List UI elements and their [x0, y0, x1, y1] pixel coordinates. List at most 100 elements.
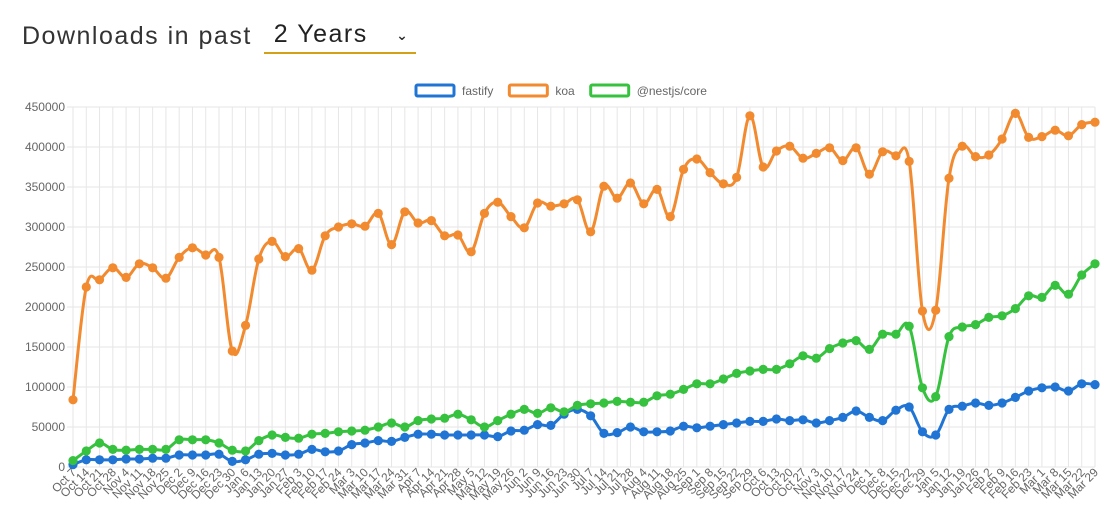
data-point-nestjs-core[interactable] [944, 332, 954, 342]
data-point-koa[interactable] [612, 193, 622, 203]
data-point-fastify[interactable] [917, 427, 928, 437]
data-point-koa[interactable] [678, 164, 689, 174]
data-point-nestjs-core[interactable] [307, 429, 317, 439]
data-point-fastify[interactable] [148, 453, 158, 463]
data-point-nestjs-core[interactable] [267, 430, 277, 440]
data-point-fastify[interactable] [493, 432, 503, 442]
data-point-fastify[interactable] [227, 456, 237, 466]
data-point-nestjs-core[interactable] [360, 425, 370, 435]
data-point-nestjs-core[interactable] [878, 329, 888, 339]
data-point-koa[interactable] [599, 181, 609, 191]
data-point-fastify[interactable] [426, 429, 436, 439]
data-point-nestjs-core[interactable] [453, 409, 463, 419]
data-point-nestjs-core[interactable] [532, 408, 543, 418]
data-point-nestjs-core[interactable] [957, 322, 967, 332]
data-point-nestjs-core[interactable] [891, 329, 901, 339]
data-point-fastify[interactable] [970, 398, 981, 408]
data-point-nestjs-core[interactable] [811, 353, 821, 363]
data-point-fastify[interactable] [639, 427, 649, 437]
data-point-koa[interactable] [68, 395, 78, 405]
data-point-fastify[interactable] [294, 449, 304, 459]
data-point-nestjs-core[interactable] [1010, 304, 1020, 314]
data-point-fastify[interactable] [771, 414, 782, 424]
data-point-koa[interactable] [413, 218, 423, 228]
data-point-koa[interactable] [227, 346, 237, 356]
data-point-koa[interactable] [824, 143, 835, 153]
data-point-fastify[interactable] [758, 416, 768, 426]
data-point-koa[interactable] [1090, 117, 1100, 127]
data-point-fastify[interactable] [1063, 386, 1074, 396]
data-point-nestjs-core[interactable] [718, 374, 728, 384]
data-point-nestjs-core[interactable] [970, 320, 981, 330]
data-point-fastify[interactable] [931, 430, 941, 440]
data-point-nestjs-core[interactable] [187, 435, 198, 445]
data-point-koa[interactable] [426, 216, 436, 226]
data-point-koa[interactable] [572, 195, 582, 205]
data-point-fastify[interactable] [811, 418, 821, 428]
data-point-koa[interactable] [214, 252, 224, 262]
data-point-nestjs-core[interactable] [917, 383, 928, 393]
data-point-nestjs-core[interactable] [134, 444, 144, 454]
data-point-fastify[interactable] [320, 447, 330, 457]
data-point-fastify[interactable] [413, 429, 423, 439]
data-point-nestjs-core[interactable] [400, 422, 410, 432]
data-point-fastify[interactable] [440, 430, 450, 440]
data-point-koa[interactable] [917, 306, 928, 316]
data-point-fastify[interactable] [466, 430, 476, 440]
data-point-nestjs-core[interactable] [108, 444, 118, 454]
data-point-koa[interactable] [692, 154, 702, 164]
data-point-fastify[interactable] [838, 412, 848, 422]
data-point-koa[interactable] [466, 247, 476, 257]
data-point-koa[interactable] [1024, 132, 1034, 142]
data-point-fastify[interactable] [360, 438, 370, 448]
data-point-fastify[interactable] [652, 427, 662, 437]
data-point-nestjs-core[interactable] [904, 321, 914, 331]
data-point-koa[interactable] [121, 272, 131, 282]
data-point-fastify[interactable] [214, 449, 224, 459]
data-point-nestjs-core[interactable] [81, 446, 91, 456]
data-point-nestjs-core[interactable] [678, 384, 689, 394]
data-point-fastify[interactable] [1010, 392, 1020, 402]
data-point-nestjs-core[interactable] [479, 422, 490, 432]
data-point-fastify[interactable] [1090, 380, 1100, 390]
data-point-nestjs-core[interactable] [984, 312, 994, 322]
data-point-koa[interactable] [732, 172, 742, 182]
data-point-nestjs-core[interactable] [705, 379, 715, 389]
data-point-fastify[interactable] [891, 405, 901, 415]
data-point-nestjs-core[interactable] [413, 416, 423, 426]
data-point-fastify[interactable] [1024, 386, 1034, 396]
data-point-koa[interactable] [758, 162, 768, 172]
data-point-koa[interactable] [718, 179, 728, 189]
data-point-fastify[interactable] [586, 411, 596, 421]
data-point-fastify[interactable] [134, 454, 144, 464]
data-point-koa[interactable] [161, 273, 171, 283]
data-point-fastify[interactable] [267, 448, 277, 458]
data-point-fastify[interactable] [745, 416, 755, 426]
data-point-fastify[interactable] [453, 430, 463, 440]
data-point-koa[interactable] [745, 111, 755, 121]
data-point-fastify[interactable] [506, 426, 516, 436]
data-point-nestjs-core[interactable] [426, 414, 436, 424]
data-point-koa[interactable] [108, 263, 118, 273]
data-point-koa[interactable] [1010, 108, 1020, 118]
data-point-koa[interactable] [838, 156, 848, 166]
data-point-fastify[interactable] [864, 412, 874, 422]
data-point-koa[interactable] [320, 231, 330, 241]
data-point-nestjs-core[interactable] [174, 435, 184, 445]
data-point-fastify[interactable] [254, 449, 264, 459]
data-point-nestjs-core[interactable] [997, 311, 1007, 321]
data-point-nestjs-core[interactable] [440, 413, 450, 423]
data-point-fastify[interactable] [373, 436, 383, 446]
data-point-koa[interactable] [400, 207, 410, 217]
data-point-koa[interactable] [280, 252, 290, 262]
data-point-nestjs-core[interactable] [665, 389, 675, 399]
data-point-koa[interactable] [201, 250, 211, 260]
data-point-fastify[interactable] [678, 421, 689, 431]
data-point-fastify[interactable] [108, 455, 118, 465]
data-point-nestjs-core[interactable] [652, 391, 662, 401]
data-point-koa[interactable] [665, 212, 675, 222]
data-point-nestjs-core[interactable] [373, 422, 383, 432]
data-point-koa[interactable] [1050, 125, 1060, 135]
data-point-koa[interactable] [1077, 120, 1087, 130]
data-point-fastify[interactable] [174, 450, 184, 460]
